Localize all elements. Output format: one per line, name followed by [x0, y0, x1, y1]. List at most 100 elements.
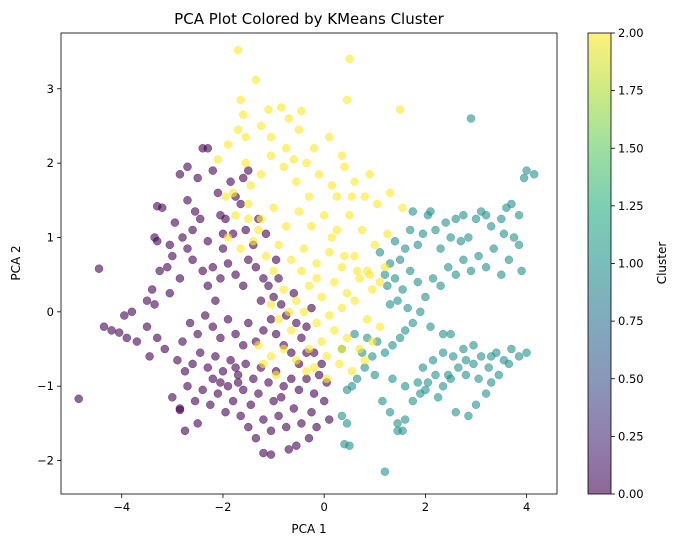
- point-cluster-0: [259, 326, 268, 335]
- point-cluster-1: [413, 277, 423, 287]
- point-cluster-0: [266, 450, 276, 459]
- point-cluster-0: [244, 422, 253, 432]
- point-cluster-1: [451, 407, 461, 417]
- point-cluster-0: [208, 262, 218, 272]
- point-cluster-2: [342, 95, 352, 105]
- point-cluster-0: [213, 188, 223, 198]
- point-cluster-0: [233, 370, 243, 380]
- point-cluster-1: [471, 214, 481, 224]
- point-cluster-0: [160, 344, 170, 354]
- point-cluster-1: [403, 303, 412, 313]
- point-cluster-0: [276, 393, 286, 402]
- point-cluster-0: [120, 311, 129, 320]
- point-cluster-2: [302, 158, 311, 168]
- point-cluster-0: [203, 144, 213, 153]
- point-cluster-2: [355, 344, 364, 354]
- point-cluster-0: [317, 359, 326, 369]
- point-cluster-1: [408, 396, 418, 406]
- point-cluster-0: [251, 262, 261, 272]
- point-cluster-0: [211, 296, 220, 305]
- point-cluster-0: [175, 274, 185, 283]
- point-cluster-0: [107, 326, 116, 335]
- x-axis: −4 −2 0 2 4: [113, 494, 530, 514]
- point-cluster-2: [304, 344, 314, 354]
- point-cluster-2: [373, 199, 382, 209]
- point-cluster-0: [183, 162, 192, 172]
- point-cluster-2: [297, 266, 306, 276]
- point-cluster-0: [185, 318, 195, 328]
- point-cluster-1: [522, 166, 531, 175]
- point-cluster-2: [332, 192, 342, 201]
- point-cluster-1: [471, 400, 481, 410]
- point-cluster-0: [233, 378, 243, 387]
- point-cluster-0: [279, 381, 288, 391]
- point-cluster-0: [165, 288, 175, 298]
- point-cluster-0: [231, 270, 240, 279]
- point-cluster-1: [400, 244, 410, 253]
- point-cluster-1: [517, 266, 526, 276]
- point-cluster-1: [431, 370, 440, 380]
- colorbar-tick-label: 1.00: [618, 257, 644, 271]
- point-cluster-2: [236, 95, 245, 105]
- point-cluster-0: [241, 359, 250, 369]
- point-cluster-1: [405, 266, 415, 276]
- point-cluster-1: [436, 281, 445, 291]
- point-cluster-2: [360, 192, 369, 201]
- point-cluster-0: [241, 225, 250, 235]
- point-cluster-0: [175, 405, 185, 415]
- point-cluster-0: [180, 367, 190, 376]
- point-cluster-2: [238, 110, 248, 120]
- point-cluster-0: [190, 396, 200, 406]
- point-cluster-1: [380, 467, 390, 476]
- point-cluster-1: [476, 352, 486, 361]
- point-cluster-0: [259, 415, 268, 424]
- point-cluster-2: [246, 181, 256, 190]
- point-cluster-0: [256, 296, 266, 305]
- point-cluster-2: [304, 281, 314, 291]
- point-cluster-0: [292, 318, 301, 328]
- point-cluster-0: [289, 404, 299, 413]
- point-cluster-2: [241, 132, 250, 142]
- point-cluster-2: [269, 203, 278, 212]
- point-cluster-0: [226, 177, 235, 186]
- point-cluster-1: [514, 240, 524, 250]
- point-cluster-0: [284, 445, 294, 454]
- point-cluster-0: [216, 274, 225, 283]
- point-cluster-1: [484, 363, 493, 372]
- point-cluster-2: [299, 307, 309, 317]
- point-cluster-1: [497, 214, 506, 224]
- point-cluster-2: [350, 251, 359, 261]
- point-cluster-0: [276, 300, 286, 309]
- point-cluster-1: [390, 274, 400, 283]
- point-cluster-0: [251, 433, 261, 443]
- point-cluster-2: [251, 75, 261, 85]
- point-cluster-2: [312, 318, 321, 328]
- y-tick-label: 2: [47, 156, 54, 170]
- y-tick-label: 1: [47, 230, 54, 244]
- point-cluster-0: [218, 367, 228, 376]
- point-cluster-2: [294, 207, 304, 216]
- point-cluster-1: [378, 396, 387, 406]
- point-cluster-1: [342, 385, 352, 395]
- point-cluster-0: [269, 396, 278, 406]
- point-cluster-2: [279, 344, 288, 354]
- point-cluster-2: [355, 274, 364, 283]
- point-cluster-0: [228, 396, 238, 406]
- point-cluster-2: [279, 285, 288, 294]
- point-cluster-1: [486, 352, 496, 361]
- point-cluster-0: [319, 396, 329, 406]
- point-cluster-2: [269, 266, 278, 276]
- point-cluster-2: [274, 240, 283, 250]
- point-cluster-2: [340, 162, 349, 172]
- point-cluster-2: [368, 337, 377, 346]
- point-cluster-2: [398, 203, 407, 212]
- point-cluster-1: [448, 352, 458, 361]
- point-cluster-1: [375, 248, 385, 257]
- point-cluster-1: [428, 355, 438, 365]
- point-cluster-2: [274, 315, 283, 324]
- point-cluster-1: [368, 352, 377, 361]
- point-cluster-2: [276, 103, 286, 112]
- point-cluster-2: [292, 296, 301, 305]
- point-cluster-0: [170, 218, 180, 227]
- point-cluster-2: [264, 105, 273, 114]
